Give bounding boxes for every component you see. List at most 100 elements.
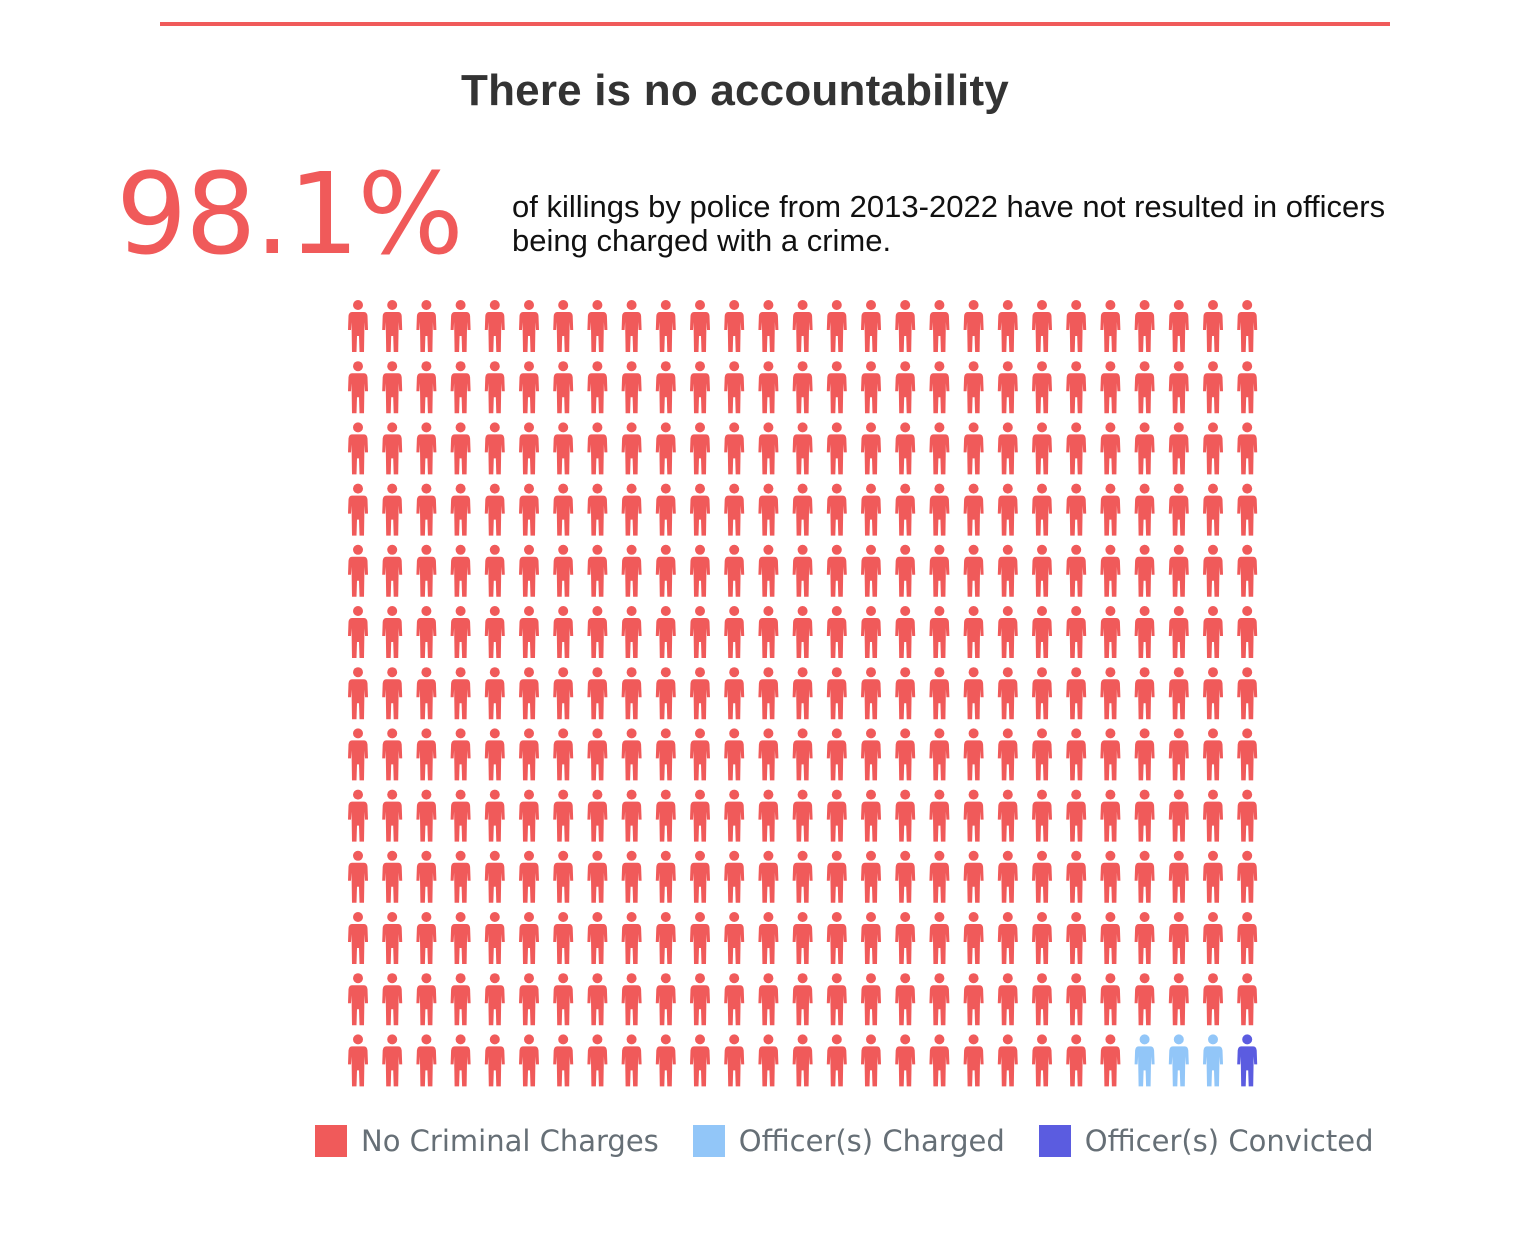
person-icon-no-criminal-charges	[450, 300, 471, 352]
person-icon-no-criminal-charges	[1100, 1034, 1121, 1087]
legend-label-no-charges: No Criminal Charges	[361, 1124, 659, 1158]
person-icon-no-criminal-charges	[621, 422, 642, 475]
person-icon-no-criminal-charges	[1237, 973, 1258, 1026]
person-icon-no-criminal-charges	[382, 850, 403, 903]
person-icon-no-criminal-charges	[382, 483, 403, 536]
person-icon-no-criminal-charges	[484, 667, 505, 720]
person-icon-no-criminal-charges	[1032, 422, 1052, 475]
person-icon-no-criminal-charges	[895, 912, 916, 964]
person-icon-no-criminal-charges	[929, 973, 950, 1026]
person-icon-no-criminal-charges	[963, 300, 984, 352]
person-icon-no-criminal-charges	[348, 973, 368, 1026]
person-icon-no-criminal-charges	[1237, 667, 1258, 720]
person-icon-no-criminal-charges	[861, 544, 881, 597]
person-icon-no-criminal-charges	[1032, 728, 1052, 781]
person-icon-no-criminal-charges	[963, 544, 984, 597]
person-icon-no-criminal-charges	[450, 361, 471, 414]
person-icon-no-criminal-charges	[826, 667, 847, 720]
person-icon-officer-s-charged	[1168, 1034, 1189, 1087]
person-icon-no-criminal-charges	[861, 1034, 881, 1087]
person-icon-no-criminal-charges	[758, 544, 779, 597]
legend-label-convicted: Officer(s) Convicted	[1084, 1124, 1374, 1158]
person-icon-no-criminal-charges	[1168, 912, 1189, 964]
person-icon-no-criminal-charges	[519, 483, 539, 536]
person-icon-no-criminal-charges	[895, 789, 916, 842]
person-icon-no-criminal-charges	[861, 912, 881, 964]
person-icon-no-criminal-charges	[587, 606, 608, 658]
person-icon-no-criminal-charges	[963, 422, 984, 475]
person-icon-no-criminal-charges	[1203, 973, 1223, 1026]
person-icon-no-criminal-charges	[826, 483, 847, 536]
person-icon-no-criminal-charges	[416, 544, 437, 597]
person-icon-no-criminal-charges	[348, 422, 368, 475]
person-icon-no-criminal-charges	[690, 544, 710, 597]
person-icon-no-criminal-charges	[826, 422, 847, 475]
person-icon-no-criminal-charges	[861, 973, 881, 1026]
person-icon-no-criminal-charges	[1066, 361, 1087, 414]
person-icon-no-criminal-charges	[929, 300, 950, 352]
person-icon-no-criminal-charges	[1100, 300, 1121, 352]
person-icon-no-criminal-charges	[587, 361, 608, 414]
person-icon-no-criminal-charges	[416, 300, 437, 352]
person-icon-no-criminal-charges	[1100, 728, 1121, 781]
person-icon-no-criminal-charges	[1168, 728, 1189, 781]
person-icon-no-criminal-charges	[792, 728, 813, 781]
person-icon-no-criminal-charges	[1032, 912, 1052, 964]
person-icon-no-criminal-charges	[861, 728, 881, 781]
person-icon-no-criminal-charges	[348, 912, 368, 964]
person-icon-no-criminal-charges	[929, 361, 950, 414]
person-icon-no-criminal-charges	[1134, 544, 1155, 597]
person-icon-no-criminal-charges	[1237, 850, 1258, 903]
person-icon-no-criminal-charges	[724, 912, 745, 964]
person-icon-no-criminal-charges	[826, 606, 847, 658]
person-icon-no-criminal-charges	[861, 850, 881, 903]
person-icon-no-criminal-charges	[826, 1034, 847, 1087]
person-icon-no-criminal-charges	[382, 912, 403, 964]
person-icon-no-criminal-charges	[1134, 667, 1155, 720]
person-icon-no-criminal-charges	[587, 422, 608, 475]
person-icon-no-criminal-charges	[1066, 422, 1087, 475]
person-icon-no-criminal-charges	[1066, 850, 1087, 903]
person-icon-no-criminal-charges	[621, 361, 642, 414]
person-icon-no-criminal-charges	[1168, 973, 1189, 1026]
person-icon-no-criminal-charges	[997, 973, 1018, 1026]
person-icon-no-criminal-charges	[348, 850, 368, 903]
person-icon-no-criminal-charges	[416, 606, 437, 658]
person-icon-no-criminal-charges	[382, 606, 403, 658]
person-icon-no-criminal-charges	[1237, 728, 1258, 781]
person-icon-no-criminal-charges	[963, 728, 984, 781]
person-icon-no-criminal-charges	[587, 1034, 608, 1087]
person-icon-no-criminal-charges	[484, 300, 505, 352]
person-icon-no-criminal-charges	[690, 850, 710, 903]
person-icon-no-criminal-charges	[1168, 483, 1189, 536]
person-icon-no-criminal-charges	[587, 667, 608, 720]
person-icon-no-criminal-charges	[1237, 300, 1258, 352]
person-icon-no-criminal-charges	[690, 300, 710, 352]
person-icon-no-criminal-charges	[997, 912, 1018, 964]
person-icon-no-criminal-charges	[758, 789, 779, 842]
person-icon-no-criminal-charges	[826, 728, 847, 781]
person-icon-no-criminal-charges	[416, 789, 437, 842]
person-icon-no-criminal-charges	[997, 789, 1018, 842]
person-icon-no-criminal-charges	[895, 973, 916, 1026]
person-icon-no-criminal-charges	[1237, 789, 1258, 842]
person-icon-no-criminal-charges	[484, 544, 505, 597]
person-icon-no-criminal-charges	[1100, 973, 1121, 1026]
person-icon-no-criminal-charges	[1203, 606, 1223, 658]
person-icon-no-criminal-charges	[621, 483, 642, 536]
top-divider	[160, 22, 1390, 26]
person-icon-no-criminal-charges	[724, 789, 745, 842]
person-icon-no-criminal-charges	[450, 483, 471, 536]
person-icon-no-criminal-charges	[758, 422, 779, 475]
person-icon-no-criminal-charges	[1100, 422, 1121, 475]
person-icon-no-criminal-charges	[1237, 422, 1258, 475]
person-icon-no-criminal-charges	[484, 728, 505, 781]
person-icon-no-criminal-charges	[416, 1034, 437, 1087]
person-icon-no-criminal-charges	[1134, 422, 1155, 475]
person-icon-no-criminal-charges	[519, 789, 539, 842]
person-icon-no-criminal-charges	[553, 606, 574, 658]
waffle-chart	[348, 300, 1258, 1087]
person-icon-no-criminal-charges	[792, 973, 813, 1026]
person-icon-no-criminal-charges	[484, 789, 505, 842]
